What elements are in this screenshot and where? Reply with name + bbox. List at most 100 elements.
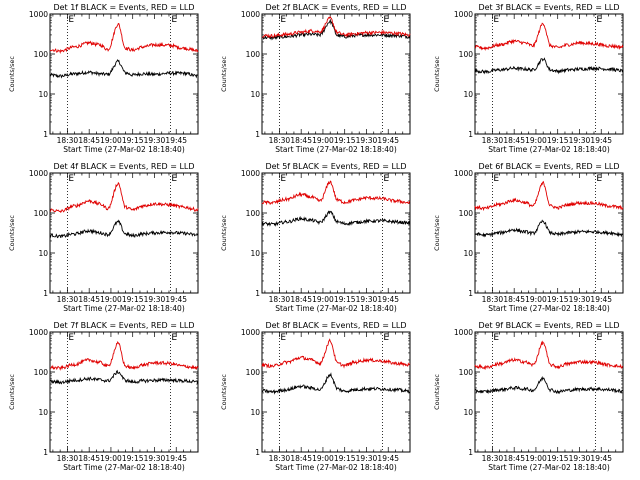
events-series-line [261,18,411,41]
y-axis-label: Counts/sec [8,215,16,251]
x-tick-label: 18:30 [57,136,79,145]
x-tick-label: 19:15 [122,454,144,463]
panel-title: Det 4f BLACK = Events, RED = LLD [53,162,194,171]
y-tick-label: 1000 [241,169,260,178]
panel-title: Det 9f BLACK = Events, RED = LLD [478,321,619,330]
y-tick-label: 1000 [29,10,48,19]
lld-series-line [261,180,411,206]
y-tick-label: 10 [250,249,260,258]
y-tick-label: 1000 [29,169,48,178]
x-axis-label: Start Time (27-Mar-02 18:18:40) [488,463,610,472]
lld-series-line [474,180,624,212]
x-tick-label: 19:30 [356,454,378,463]
y-tick-label: 10 [463,90,473,99]
y-axis-label: Counts/sec [8,56,16,92]
lld-series-line [49,22,199,54]
x-tick-label: 19:15 [122,136,144,145]
x-tick-label: 19:30 [144,295,166,304]
lld-series-line [49,340,199,371]
x-axis-label: Start Time (27-Mar-02 18:18:40) [275,463,397,472]
x-axis-label: Start Time (27-Mar-02 18:18:40) [275,304,397,313]
x-tick-label: 19:45 [165,454,187,463]
y-tick-label: 1 [43,448,48,457]
y-axis-label: Counts/sec [433,374,441,410]
x-tick-label: 19:15 [334,454,356,463]
y-tick-label: 1 [468,448,473,457]
x-tick-label: 19:00 [100,454,122,463]
y-tick-label: 100 [34,209,49,218]
plot-frame [49,331,199,453]
panel-title: Det 2f BLACK = Events, RED = LLD [265,3,406,12]
x-tick-label: 19:45 [377,454,399,463]
x-axis-label: Start Time (27-Mar-02 18:18:40) [488,145,610,154]
x-tick-label: 19:45 [590,295,612,304]
y-tick-label: 10 [38,408,48,417]
x-tick-label: 19:45 [165,295,187,304]
event-marker-label: E [68,174,74,184]
x-tick-label: 19:30 [144,136,166,145]
detector-panel: Det 8f BLACK = Events, RED = LLD 1 10 100 10… [220,321,411,472]
events-series-line [261,210,411,227]
event-marker-label: E [383,174,389,184]
x-tick-label: 18:45 [503,136,525,145]
plot-frame [261,13,411,135]
x-tick-label: 18:30 [482,136,504,145]
x-tick-label: 19:00 [312,136,334,145]
x-tick-label: 19:00 [312,454,334,463]
plot-frame [474,13,624,135]
event-marker-label: E [280,333,286,343]
x-tick-label: 18:30 [57,454,79,463]
plot-frame [49,172,199,294]
event-marker-label: E [280,15,286,25]
x-tick-label: 18:45 [78,295,100,304]
y-tick-label: 100 [246,50,261,59]
plot-frame [261,331,411,453]
y-tick-label: 10 [250,408,260,417]
x-tick-label: 19:45 [377,136,399,145]
x-tick-label: 19:00 [525,454,547,463]
y-axis-label: Counts/sec [220,215,228,251]
detector-panel: Det 2f BLACK = Events, RED = LLD 1 10 100 10… [220,3,411,154]
event-marker-label: E [383,333,389,343]
event-marker-label: E [493,333,499,343]
detector-panel: Det 9f BLACK = Events, RED = LLD 1 10 100 10… [433,321,624,472]
lld-series-line [474,22,624,51]
events-series-line [474,375,624,395]
y-tick-label: 1000 [454,169,473,178]
panel-title: Det 1f BLACK = Events, RED = LLD [53,3,194,12]
x-tick-label: 19:45 [590,454,612,463]
plot-frame [261,172,411,294]
y-tick-label: 100 [246,209,261,218]
event-marker-label: E [596,15,602,25]
event-marker-label: E [171,15,177,25]
event-marker-label: E [596,333,602,343]
x-tick-label: 19:30 [356,295,378,304]
x-tick-label: 18:45 [503,295,525,304]
event-marker-label: E [280,174,286,184]
panel-title: Det 8f BLACK = Events, RED = LLD [265,321,406,330]
y-tick-label: 1 [43,289,48,298]
y-tick-label: 1 [468,130,473,139]
events-series-line [261,372,411,395]
events-series-line [49,369,199,385]
y-tick-label: 1000 [29,328,48,337]
event-marker-label: E [171,333,177,343]
x-axis-label: Start Time (27-Mar-02 18:18:40) [488,304,610,313]
lld-series-line [261,338,411,369]
x-tick-label: 19:30 [569,136,591,145]
x-tick-label: 19:30 [144,454,166,463]
x-tick-label: 18:30 [269,295,291,304]
y-tick-label: 100 [459,50,474,59]
y-tick-label: 10 [38,90,48,99]
detector-panel: Det 5f BLACK = Events, RED = LLD 1 10 100 10… [220,162,411,313]
y-tick-label: 1000 [454,10,473,19]
x-tick-label: 18:30 [57,295,79,304]
event-marker-label: E [68,15,74,25]
events-series-line [474,219,624,238]
x-axis-label: Start Time (27-Mar-02 18:18:40) [63,463,185,472]
events-series-line [49,59,199,79]
y-axis-label: Counts/sec [433,56,441,92]
x-tick-label: 18:30 [482,454,504,463]
x-tick-label: 18:45 [290,454,312,463]
